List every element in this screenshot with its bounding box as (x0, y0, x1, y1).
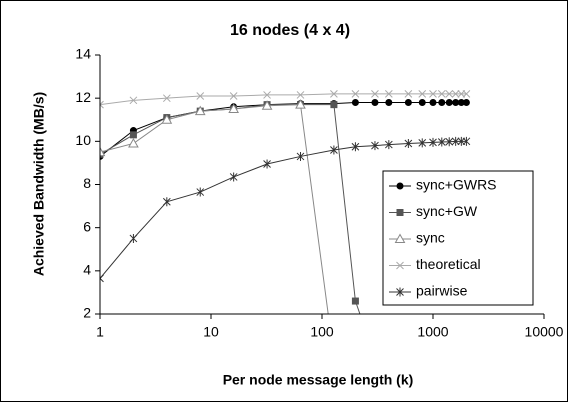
marker (196, 187, 205, 197)
marker (445, 137, 454, 147)
marker (228, 103, 240, 113)
series-line (100, 104, 329, 314)
marker (384, 140, 393, 150)
y-tick-label: 4 (83, 262, 91, 278)
marker (351, 142, 360, 152)
marker (418, 98, 426, 106)
legend-label: sync+GW (416, 203, 478, 219)
marker (437, 137, 446, 147)
marker (162, 197, 171, 207)
legend-box (382, 170, 534, 306)
marker (371, 141, 379, 151)
legend-label: pairwise (416, 283, 468, 299)
marker (384, 89, 393, 98)
marker (129, 96, 138, 105)
marker (161, 114, 173, 124)
x-tick-label: 1 (96, 324, 104, 340)
marker (196, 92, 205, 100)
marker (263, 91, 271, 99)
y-tick-label: 12 (75, 89, 91, 105)
plot-area (100, 89, 471, 314)
marker (261, 100, 273, 110)
y-tick-label: 10 (75, 132, 91, 148)
marker (429, 89, 437, 98)
marker (404, 138, 413, 148)
marker (418, 138, 427, 148)
marker (263, 159, 271, 169)
marker (418, 89, 427, 98)
marker (451, 89, 460, 98)
y-axis-label: Achieved Bandwidth (MB/s) (31, 92, 47, 276)
marker (194, 105, 206, 116)
marker (462, 98, 470, 106)
marker (394, 233, 406, 243)
x-axis-label: Per node message length (k) (223, 372, 414, 388)
marker (396, 182, 404, 190)
marker (330, 101, 338, 109)
x-tick-label: 10 (203, 324, 219, 340)
marker (330, 145, 338, 155)
marker (404, 89, 413, 98)
marker (462, 89, 471, 98)
marker (462, 136, 471, 146)
marker (445, 89, 454, 98)
marker (396, 261, 404, 270)
marker (457, 98, 465, 106)
marker (396, 287, 404, 297)
chart-title: 16 nodes (4 x 4) (230, 22, 350, 39)
marker (296, 151, 305, 161)
marker (129, 131, 137, 139)
marker (396, 209, 404, 216)
y-tick-label: 8 (83, 175, 91, 191)
x-tick-label: 100 (310, 324, 334, 340)
series-line (100, 104, 361, 314)
marker (371, 89, 379, 98)
x-tick-label: 1000 (417, 324, 448, 340)
marker (404, 98, 412, 106)
marker (162, 94, 171, 103)
marker (128, 137, 139, 148)
y-tick-label: 14 (75, 46, 91, 62)
marker (295, 99, 306, 109)
marker (385, 98, 393, 106)
marker (100, 100, 104, 109)
marker (371, 98, 379, 106)
marker (351, 89, 360, 98)
legend-label: theoretical (416, 256, 481, 272)
marker (452, 98, 460, 106)
marker (451, 136, 460, 146)
marker (100, 146, 106, 157)
marker (351, 297, 359, 305)
marker (296, 91, 305, 99)
marker (229, 92, 238, 100)
marker (129, 233, 138, 243)
y-tick-label: 2 (83, 305, 91, 321)
legend-label: sync (416, 230, 445, 246)
marker (445, 98, 453, 106)
marker (429, 98, 437, 106)
marker (429, 137, 437, 147)
legend-label: sync+GWRS (416, 177, 497, 193)
marker (437, 89, 446, 98)
marker (438, 98, 446, 106)
marker (100, 273, 104, 283)
x-tick-label: 10000 (525, 324, 564, 340)
marker (351, 98, 359, 106)
marker (330, 89, 338, 98)
marker (229, 172, 238, 182)
y-tick-label: 6 (83, 218, 91, 234)
